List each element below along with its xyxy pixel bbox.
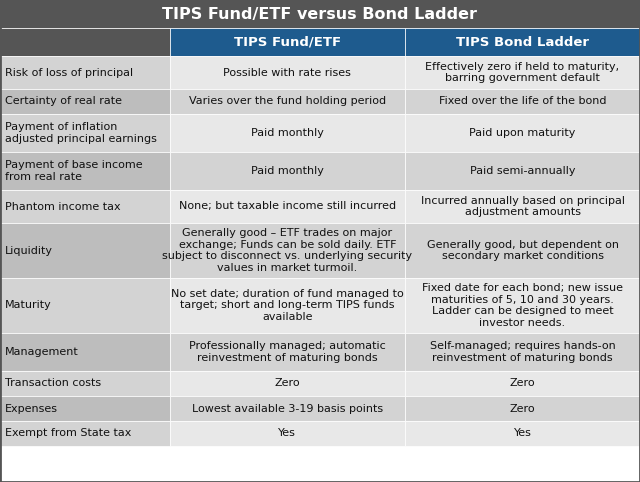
Bar bbox=[170, 333, 405, 371]
Bar bbox=[170, 421, 405, 446]
Text: Maturity: Maturity bbox=[5, 300, 52, 310]
Text: Expenses: Expenses bbox=[5, 403, 58, 414]
Text: Yes: Yes bbox=[514, 428, 531, 439]
Bar bbox=[0, 333, 170, 371]
Text: None; but taxable income still incurred: None; but taxable income still incurred bbox=[179, 201, 396, 212]
Text: Exempt from State tax: Exempt from State tax bbox=[5, 428, 131, 439]
Text: Generally good – ETF trades on major
exchange; Funds can be sold daily. ETF
subj: Generally good – ETF trades on major exc… bbox=[163, 228, 412, 273]
Text: Management: Management bbox=[5, 347, 79, 357]
Text: Paid monthly: Paid monthly bbox=[251, 166, 324, 176]
Text: Liquidity: Liquidity bbox=[5, 245, 53, 255]
Bar bbox=[170, 223, 405, 278]
Text: Generally good, but dependent on
secondary market conditions: Generally good, but dependent on seconda… bbox=[426, 240, 618, 261]
Text: Risk of loss of principal: Risk of loss of principal bbox=[5, 67, 133, 78]
Bar bbox=[170, 56, 405, 89]
Bar bbox=[0, 371, 170, 396]
Bar bbox=[170, 190, 405, 223]
Bar bbox=[405, 396, 640, 421]
Bar bbox=[170, 114, 405, 152]
Bar bbox=[0, 152, 170, 190]
Bar bbox=[0, 114, 170, 152]
Bar bbox=[405, 152, 640, 190]
Bar bbox=[0, 0, 640, 28]
Bar bbox=[405, 89, 640, 114]
Text: Yes: Yes bbox=[278, 428, 296, 439]
Text: Effectively zero if held to maturity,
barring government default: Effectively zero if held to maturity, ba… bbox=[426, 62, 620, 83]
Text: Varies over the fund holding period: Varies over the fund holding period bbox=[189, 96, 386, 107]
Text: Zero: Zero bbox=[509, 403, 536, 414]
Text: TIPS Bond Ladder: TIPS Bond Ladder bbox=[456, 36, 589, 49]
Bar bbox=[405, 333, 640, 371]
Text: Phantom income tax: Phantom income tax bbox=[5, 201, 120, 212]
Text: Transaction costs: Transaction costs bbox=[5, 378, 101, 388]
Bar bbox=[0, 223, 170, 278]
Text: No set date; duration of fund managed to
target; short and long-term TIPS funds
: No set date; duration of fund managed to… bbox=[171, 289, 404, 322]
Text: Zero: Zero bbox=[509, 378, 536, 388]
Bar bbox=[0, 28, 170, 56]
Bar bbox=[405, 28, 640, 56]
Text: Paid semi-annually: Paid semi-annually bbox=[470, 166, 575, 176]
Bar bbox=[170, 89, 405, 114]
Bar bbox=[0, 56, 170, 89]
Bar bbox=[0, 190, 170, 223]
Text: Payment of inflation
adjusted principal earnings: Payment of inflation adjusted principal … bbox=[5, 122, 157, 144]
Text: TIPS Fund/ETF: TIPS Fund/ETF bbox=[234, 36, 341, 49]
Bar bbox=[170, 278, 405, 333]
Bar bbox=[0, 89, 170, 114]
Text: TIPS Fund/ETF versus Bond Ladder: TIPS Fund/ETF versus Bond Ladder bbox=[163, 6, 477, 22]
Bar bbox=[405, 114, 640, 152]
Bar bbox=[170, 371, 405, 396]
Bar bbox=[405, 56, 640, 89]
Text: Incurred annually based on principal
adjustment amounts: Incurred annually based on principal adj… bbox=[420, 196, 625, 217]
Text: Possible with rate rises: Possible with rate rises bbox=[223, 67, 351, 78]
Text: Zero: Zero bbox=[275, 378, 300, 388]
Text: Fixed date for each bond; new issue
maturities of 5, 10 and 30 years.
Ladder can: Fixed date for each bond; new issue matu… bbox=[422, 283, 623, 328]
Bar bbox=[405, 371, 640, 396]
Bar bbox=[405, 190, 640, 223]
Bar bbox=[170, 28, 405, 56]
Bar bbox=[0, 396, 170, 421]
Bar bbox=[405, 223, 640, 278]
Text: Self-managed; requires hands-on
reinvestment of maturing bonds: Self-managed; requires hands-on reinvest… bbox=[429, 341, 616, 363]
Text: Lowest available 3-19 basis points: Lowest available 3-19 basis points bbox=[192, 403, 383, 414]
Text: Certainty of real rate: Certainty of real rate bbox=[5, 96, 122, 107]
Text: Payment of base income
from real rate: Payment of base income from real rate bbox=[5, 160, 143, 182]
Bar bbox=[0, 278, 170, 333]
Bar bbox=[0, 421, 170, 446]
Bar bbox=[405, 421, 640, 446]
Text: Professionally managed; automatic
reinvestment of maturing bonds: Professionally managed; automatic reinve… bbox=[189, 341, 386, 363]
Text: Fixed over the life of the bond: Fixed over the life of the bond bbox=[439, 96, 606, 107]
Text: Paid upon maturity: Paid upon maturity bbox=[469, 128, 576, 138]
Bar bbox=[170, 152, 405, 190]
Bar bbox=[170, 396, 405, 421]
Bar bbox=[405, 278, 640, 333]
Text: Paid monthly: Paid monthly bbox=[251, 128, 324, 138]
